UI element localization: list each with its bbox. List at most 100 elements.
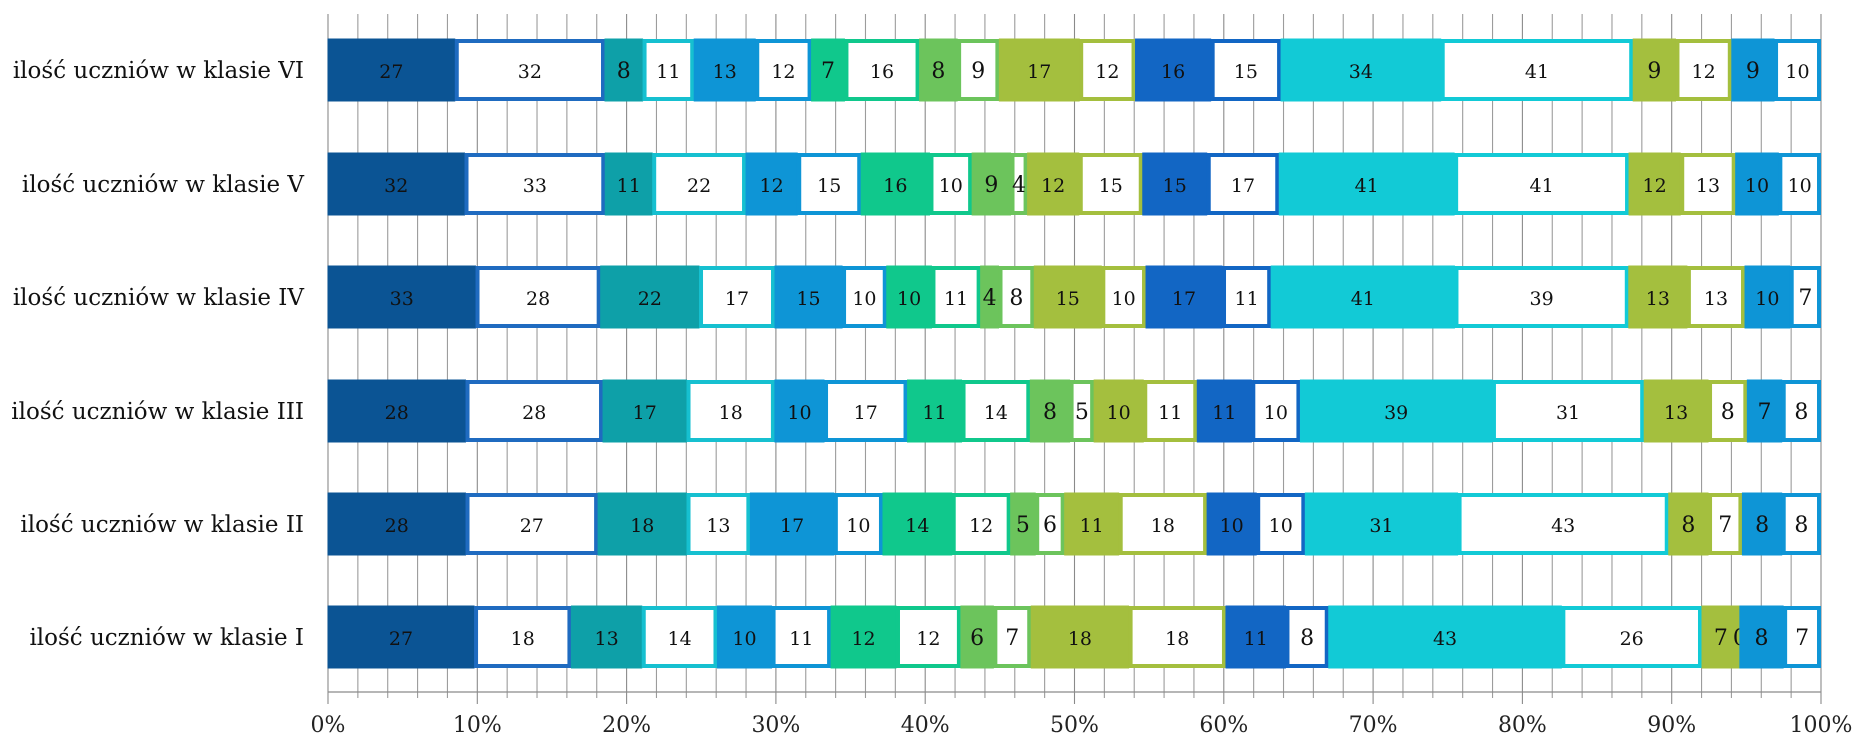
data-label: 11 [789, 628, 813, 650]
bar-segment [844, 39, 920, 101]
bar-segment [811, 38, 845, 102]
data-label: 5 [1075, 400, 1089, 425]
data-label: 13 [706, 515, 730, 537]
data-label: 11 [656, 61, 680, 83]
data-label: 26 [1620, 628, 1644, 650]
bar-segment [771, 606, 832, 668]
bar-segment [1783, 606, 1821, 668]
data-label: 17 [725, 288, 749, 310]
data-label: 7 [821, 59, 835, 84]
bars-layer: 27 32 8 11 13 12 7 16 8 9 17 12 16 15 34 41 9 12 9 10 32 33 11… [327, 38, 1822, 669]
bar-segment [699, 266, 776, 328]
data-label: 10 [846, 515, 870, 537]
bar-segment [1632, 38, 1676, 102]
data-label: 39 [1384, 402, 1408, 424]
bar-segment [327, 492, 467, 556]
data-label: 27 [379, 61, 403, 83]
bar-segment [1196, 379, 1252, 443]
data-label: 41 [1530, 175, 1554, 197]
bar-segment [327, 38, 456, 102]
bar-segment [1781, 493, 1822, 555]
bar-segment [327, 265, 477, 329]
bar-segment [465, 493, 599, 555]
bar-segment [641, 606, 718, 668]
bar-segment [597, 492, 688, 556]
data-label: 11 [1244, 628, 1268, 650]
bar-segment [1285, 606, 1329, 668]
bar-segment [1778, 153, 1822, 215]
bar-segment [957, 39, 1000, 101]
x-tick-label: 50% [1050, 713, 1099, 738]
data-label: 9 [1746, 59, 1760, 84]
bar-segment [1251, 380, 1301, 442]
bar-segment [1222, 266, 1272, 328]
data-label: 12 [1041, 175, 1065, 197]
bar-segment [951, 493, 1011, 555]
bar-segment [1029, 379, 1071, 443]
bar-segment [961, 380, 1031, 442]
data-label: 10 [1112, 288, 1136, 310]
bar-segment [1010, 153, 1028, 215]
data-label: 11 [1158, 402, 1182, 424]
data-label: 10 [1788, 175, 1812, 197]
data-label: 12 [916, 628, 940, 650]
bar-segment [1033, 265, 1102, 329]
data-label: 8 [1721, 400, 1735, 425]
bar-segment [1708, 380, 1748, 442]
data-label: 13 [1664, 402, 1688, 424]
bar-segment [1142, 152, 1208, 216]
bar-segment [774, 265, 843, 329]
category-label: ilość uczniów w klasie IV [13, 285, 305, 311]
data-label: 17 [854, 402, 878, 424]
data-label: 15 [1163, 175, 1187, 197]
x-tick-label: 80% [1498, 713, 1547, 738]
data-label: 43 [1551, 515, 1575, 537]
bar-segment [1210, 39, 1282, 101]
bar-segment [1686, 266, 1746, 328]
category-labels: ilość uczniów w klasie VI ilość uczniów w… [11, 58, 304, 651]
bar-segment [716, 605, 773, 669]
data-label: 15 [1056, 288, 1080, 310]
data-label: 12 [851, 628, 875, 650]
bar-segment [1064, 492, 1120, 556]
category-label: ilość uczniów w klasie I [29, 625, 304, 651]
x-tick-label: 20% [602, 713, 651, 738]
data-label: 31 [1556, 402, 1580, 424]
bar-segment [1731, 38, 1775, 102]
data-label: 10 [897, 288, 921, 310]
data-label: 16 [870, 61, 894, 83]
bar-segment [1789, 266, 1822, 328]
data-label: 10 [1220, 515, 1244, 537]
data-label: 17 [1027, 61, 1051, 83]
bar-segment [1101, 266, 1147, 328]
bar-segment [907, 379, 963, 443]
data-label: 27 [520, 515, 544, 537]
data-label: 12 [969, 515, 993, 537]
bar-segment [998, 266, 1035, 328]
bar-segment [475, 266, 601, 328]
bar-segment [1708, 493, 1743, 555]
bar-segment [1739, 605, 1784, 669]
bar-segment [1781, 380, 1822, 442]
data-label: 8 [1794, 400, 1808, 425]
bar-segment [1628, 152, 1681, 216]
bar-segment [1491, 380, 1645, 442]
bar-segment [1675, 39, 1732, 101]
data-label: 8 [1300, 626, 1314, 651]
x-tick-label: 10% [453, 713, 502, 738]
data-label: 15 [1099, 175, 1123, 197]
bar-segment [1278, 152, 1455, 216]
bar-segment [1128, 606, 1226, 668]
bar-segment [830, 605, 897, 669]
x-tick-labels: 0% 10% 20% 30% 40% 50% 60% 70% 80% 90% 100% [311, 713, 1853, 738]
data-label: 22 [638, 288, 662, 310]
bar-segment [1069, 380, 1095, 442]
data-label: 28 [385, 515, 409, 537]
data-label: 18 [719, 402, 743, 424]
bar-segment [327, 379, 467, 443]
data-label: 10 [852, 288, 876, 310]
bar-segment [931, 266, 981, 328]
bar-segment [1628, 265, 1688, 329]
bar-segment [465, 380, 604, 442]
